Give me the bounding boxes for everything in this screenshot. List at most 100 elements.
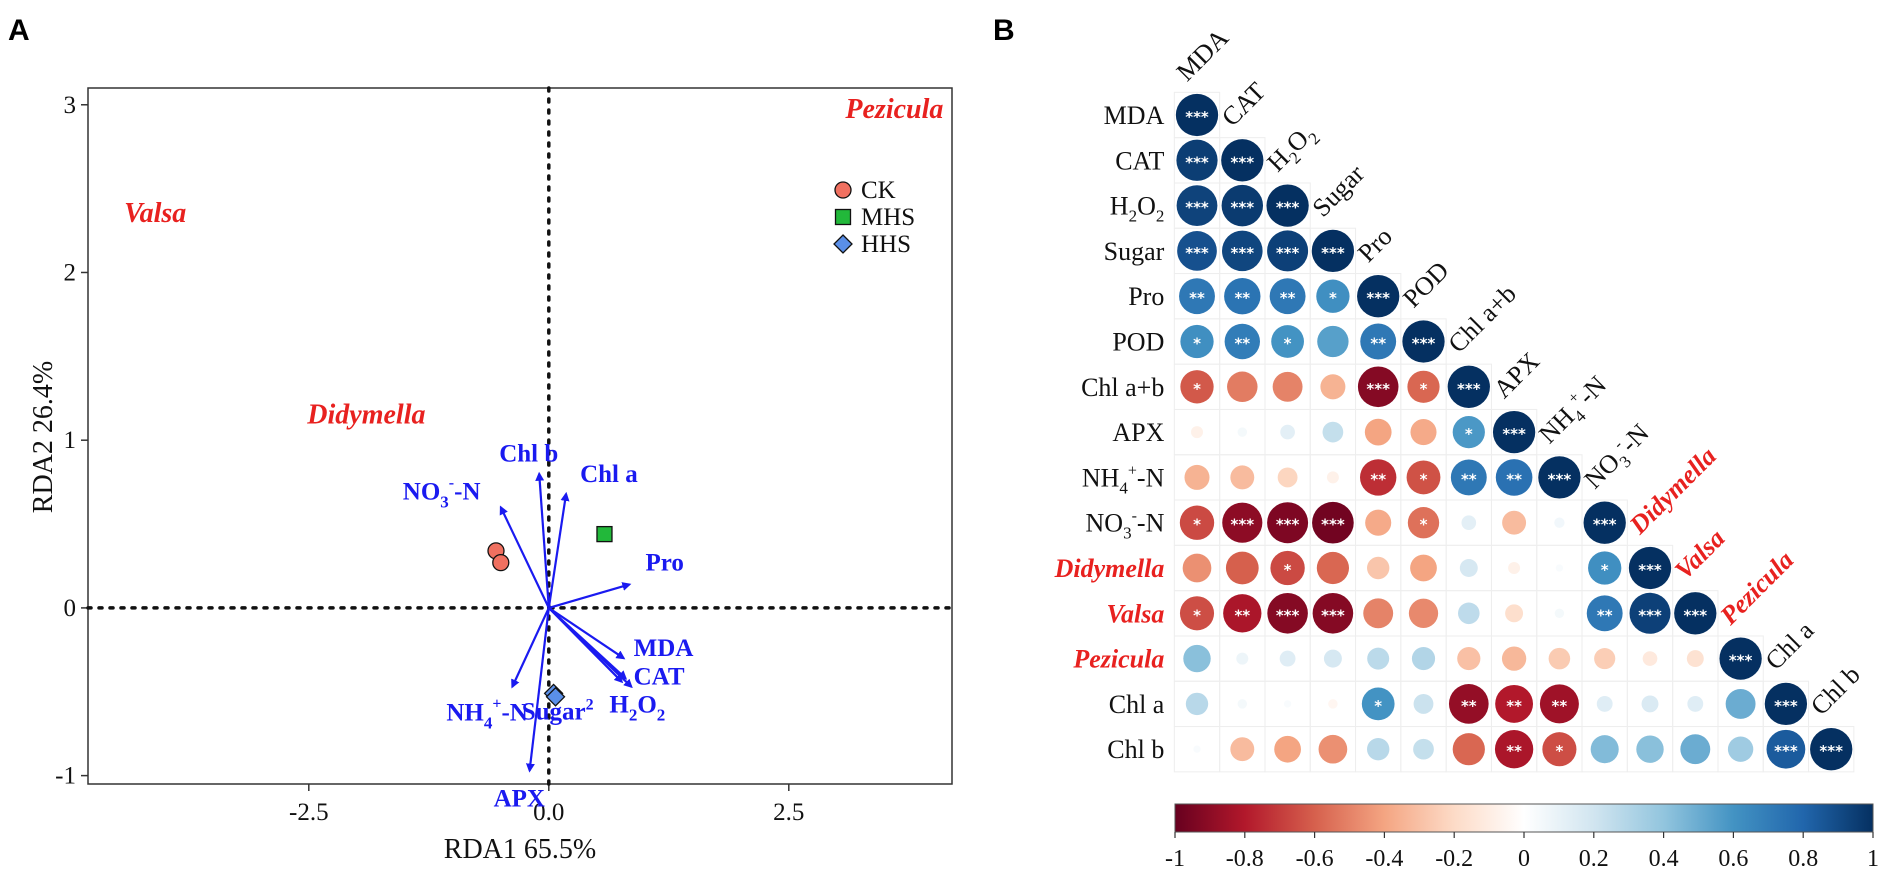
column-label-pod: POD (1397, 256, 1454, 313)
colorbar-tick-label: 0.6 (1718, 846, 1748, 872)
significance-mark: *** (1231, 244, 1255, 262)
corr-pezicula-pro (1367, 647, 1390, 670)
corr-sugar-h2o2 (1267, 230, 1309, 272)
label-subscript: 2 (1156, 207, 1165, 226)
corr-valsa-pro (1363, 598, 1394, 629)
colorbar-ticks: -1 -0.8 -0.6 -0.4 -0.2 0 0.2 0.4 0.6 0.8 1 (1165, 832, 1879, 872)
colorbar-tick-label: -1 (1165, 846, 1185, 872)
panel-label-b: B (993, 14, 1015, 47)
corr-h2o2-cat (1221, 184, 1264, 227)
label-superscript: 2 (586, 697, 594, 714)
y-tick-label: 3 (64, 92, 77, 119)
significance-mark: *** (1366, 289, 1390, 307)
label-superscript: - (1132, 508, 1137, 525)
significance-mark: * (1420, 380, 1428, 398)
vector-label-chl-b: Chl b (499, 441, 558, 468)
species-label-didymella: Didymella (306, 399, 425, 430)
significance-mark: *** (1321, 606, 1345, 624)
significance-mark: *** (1185, 244, 1209, 262)
corr-chl-a-b-pro (1357, 366, 1399, 408)
significance-mark: *** (1276, 244, 1300, 262)
significance-mark: *** (1819, 742, 1843, 760)
label-part: H (609, 692, 629, 719)
correlation-matrix: ****** ****** *** ****** *** *** ***** ** ** * ***… (1054, 23, 1879, 872)
colorbar-tick-label: -0.2 (1435, 846, 1473, 872)
y-axis-title: RDA2 26.4% (28, 361, 59, 513)
row-label-valsa: Valsa (1107, 599, 1165, 628)
point-hhs (545, 686, 566, 707)
colorbar-tick-label: -0.8 (1226, 846, 1264, 872)
corr-sugar-sugar (1311, 229, 1355, 273)
corr-sugar-mda (1177, 231, 1217, 271)
corr-no3-n-chl-a-b (1461, 515, 1477, 531)
significance-mark: ** (1234, 335, 1250, 353)
corr-valsa-h2o2 (1267, 593, 1308, 634)
row-label-chl-a-b: Chl a+b (1081, 373, 1164, 402)
significance-mark: * (1193, 606, 1201, 624)
plot-frame (87, 87, 953, 785)
label-part: O (637, 692, 656, 719)
corr-pezicula-cat (1236, 652, 1249, 665)
label-subscript: 3 (440, 492, 449, 511)
corr-pro-cat (1224, 278, 1261, 315)
label-part: NO (403, 478, 441, 505)
sample-points (487, 525, 613, 707)
row-label-pezicula: Pezicula (1072, 645, 1164, 674)
vector-label-pro: Pro (645, 549, 683, 576)
column-label-chl-b: Chl b (1805, 660, 1866, 721)
colorbar (1174, 803, 1874, 833)
corr-chl-a-b-chl-a-b (1447, 365, 1490, 408)
corr-nh4-n-h2o2 (1277, 467, 1298, 488)
column-label-sugar: Sugar (1307, 159, 1371, 223)
column-label-nh4-n: NH4+-N (1532, 369, 1615, 452)
significance-mark: *** (1276, 606, 1300, 624)
point-ck (492, 553, 510, 572)
significance-mark: *** (1638, 561, 1662, 579)
x-axis-title: RDA1 65.5% (444, 834, 596, 865)
corr-no3-n-apx (1502, 510, 1527, 535)
significance-mark: *** (1502, 425, 1526, 443)
colorbar-tick-label: 0.4 (1649, 846, 1679, 872)
corr-no3-n-h2o2 (1267, 502, 1309, 544)
corr-valsa-pod (1408, 598, 1439, 628)
significance-mark: ** (1461, 697, 1477, 715)
corr-pezicula-pezicula (1719, 637, 1762, 680)
corr-didymella-sugar (1316, 551, 1350, 585)
corr-valsa-valsa (1674, 592, 1717, 635)
significance-mark: ** (1506, 697, 1522, 715)
matrix-cells: ****** ****** *** ****** *** *** ***** ** ** * ***… (1175, 93, 1853, 771)
label-subscript: 2 (1129, 207, 1138, 226)
label-subscript: 2 (629, 706, 638, 725)
corr-pod-pod (1402, 320, 1445, 363)
label-part: O (1137, 192, 1156, 221)
label-part: -N (1137, 509, 1165, 538)
x-tick-label: 0.0 (533, 799, 564, 826)
corr-pod-sugar (1317, 325, 1349, 358)
corr-chl-a-b-h2o2 (1272, 371, 1303, 402)
column-label-cat: CAT (1216, 77, 1271, 132)
vector-mda (548, 606, 626, 660)
corr-pro-pro (1357, 275, 1400, 318)
significance-mark: * (1193, 335, 1201, 353)
corr-chl-b-pod (1413, 738, 1434, 760)
label-part: NO (1086, 509, 1124, 538)
corr-didymella-mda (1182, 553, 1212, 583)
column-label-apx: APX (1488, 346, 1545, 403)
corr-chl-a-b-pod (1407, 370, 1440, 403)
corr-pro-sugar (1316, 279, 1350, 313)
corr-chl-b-didymella (1636, 735, 1664, 763)
corr-didymella-apx (1508, 562, 1521, 574)
corr-valsa-chl-a-b (1458, 602, 1480, 625)
significance-mark: *** (1231, 199, 1255, 217)
species-label-pezicula: Pezicula (844, 94, 943, 125)
corr-chl-a-nh4-n (1539, 684, 1579, 724)
legend-key-ck (834, 181, 852, 199)
corr-chl-a-apx (1495, 684, 1534, 723)
column-label-valsa: Valsa (1669, 524, 1730, 585)
vector-chl-b (535, 471, 550, 608)
vector-no3-n (499, 505, 550, 609)
corr-chl-a-h2o2 (1283, 700, 1292, 708)
significance-mark: *** (1231, 153, 1255, 171)
point-mhs (596, 525, 613, 543)
